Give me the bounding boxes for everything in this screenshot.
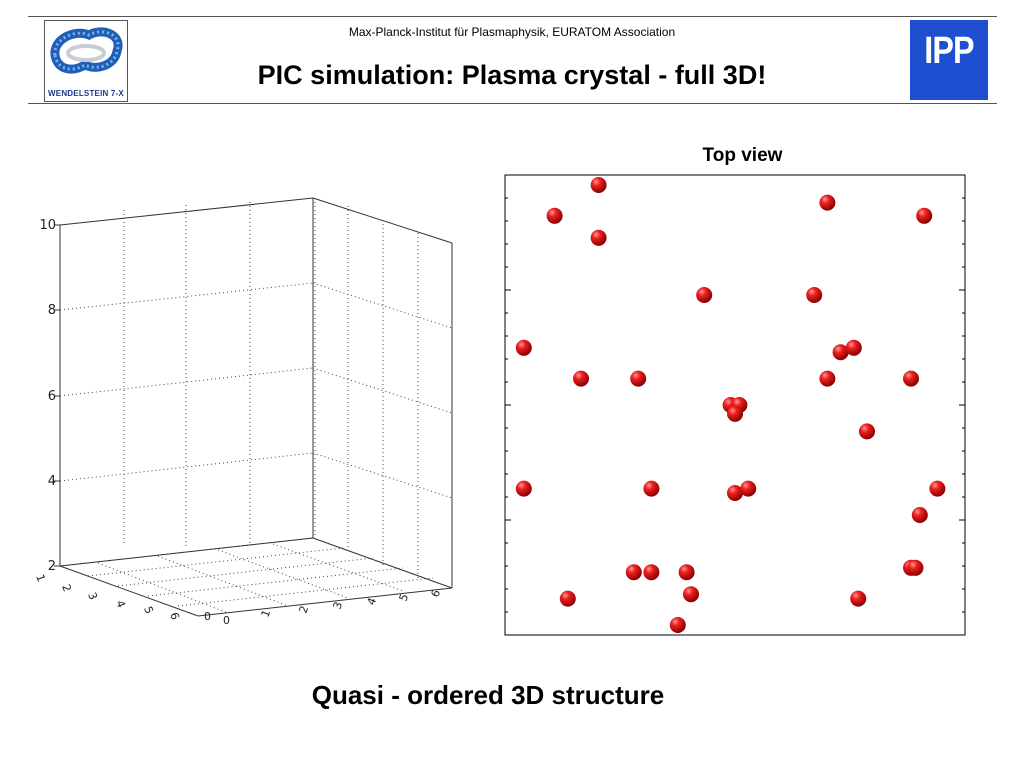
header-bottom-rule	[28, 103, 997, 104]
x-tick-label: 2	[59, 583, 74, 594]
particle-point	[590, 177, 607, 193]
particle-point	[929, 480, 946, 497]
particle-point	[643, 564, 660, 581]
particle-point	[515, 339, 532, 356]
stellarator-icon	[50, 27, 123, 74]
z-tick-label: 4	[48, 474, 56, 489]
particle-point	[515, 480, 532, 497]
institute-name: Max-Planck-Institut für Plasmaphysik, EU…	[348, 25, 676, 39]
particle-point	[850, 590, 867, 607]
particle-point	[911, 507, 928, 523]
y-tick-label: 2	[297, 604, 312, 615]
y-tick-label: 0	[223, 614, 230, 627]
wendelstein-caption: WENDELSTEIN 7-X	[48, 89, 124, 98]
top-view-title: Top view	[702, 145, 783, 166]
particle-point	[696, 287, 713, 303]
particle-point	[806, 287, 823, 303]
particle-point	[643, 480, 660, 497]
particle-point	[546, 207, 563, 224]
particle-point	[832, 344, 849, 361]
particle-point	[573, 370, 589, 387]
particle-point	[727, 405, 743, 422]
z-tick-label: 6	[48, 389, 56, 404]
particle-point	[907, 559, 924, 576]
particle-point	[903, 370, 919, 387]
header-top-rule	[28, 16, 997, 17]
x-tick-label: 5	[141, 605, 156, 616]
z-tick-label: 8	[48, 303, 56, 318]
y-tick-label: 6	[429, 588, 444, 599]
particle-point	[678, 564, 695, 581]
figure-caption: Quasi - ordered 3D structure	[311, 680, 665, 710]
wendelstein-logo: WENDELSTEIN 7-X	[44, 20, 128, 102]
x-tick-label: 3	[85, 591, 100, 602]
y-tick-label: 3	[331, 600, 346, 611]
particle-point	[669, 617, 686, 633]
particle-point	[630, 370, 647, 387]
particle-point	[819, 194, 836, 211]
particle-point	[845, 339, 862, 356]
x-tick-label: 6	[167, 611, 182, 622]
empty-3d-box-plot: 10 8 6 4 2 1 2 3 4 5 6 0 0 1 2 3 4 5 6	[33, 197, 453, 627]
particle-point	[559, 590, 576, 607]
particle-point	[819, 370, 836, 387]
particle-point	[859, 423, 875, 440]
ipp-logo: IPP	[910, 20, 988, 100]
particle-point	[625, 564, 642, 581]
particle-point	[590, 229, 607, 246]
z-tick-label: 10	[39, 218, 56, 233]
particle-point	[727, 485, 743, 501]
ipp-logo-text: IPP	[924, 30, 974, 72]
x-tick-label: 1	[33, 573, 48, 584]
y-tick-label: 4	[365, 596, 380, 607]
x-tick-label: 0	[204, 610, 211, 623]
z-tick-label: 2	[48, 559, 56, 574]
top-view-scatter	[504, 174, 966, 636]
particle-point	[740, 480, 757, 497]
y-tick-label: 5	[397, 592, 412, 603]
y-tick-label: 1	[259, 608, 274, 619]
x-tick-label: 4	[113, 599, 128, 610]
particle-point	[683, 586, 699, 603]
slide-title: PIC simulation: Plasma crystal - full 3D…	[257, 60, 767, 90]
particle-point	[916, 207, 933, 224]
